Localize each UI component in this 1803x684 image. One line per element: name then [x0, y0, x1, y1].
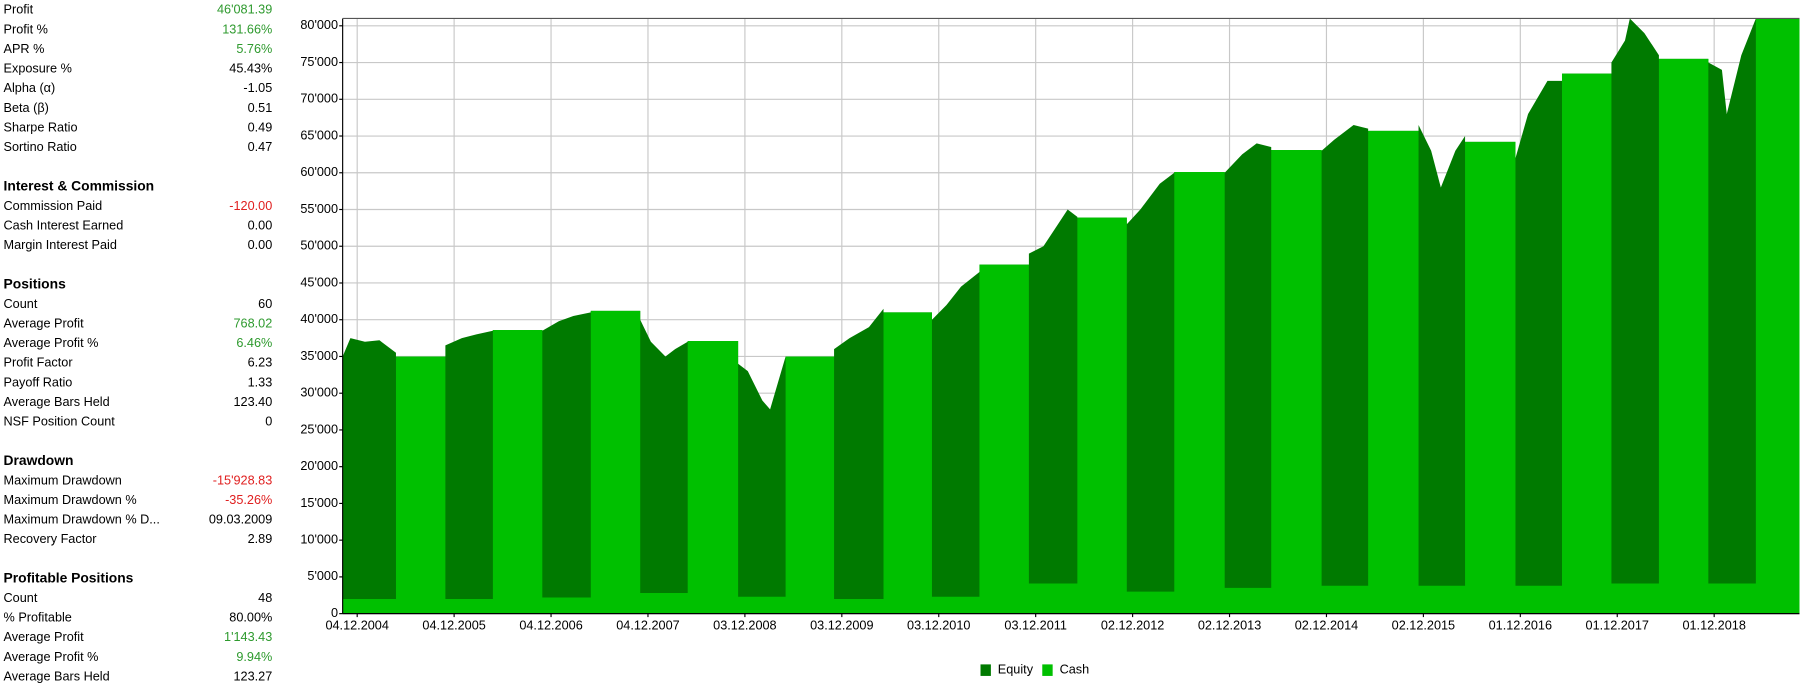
- metric-value: 6.23: [248, 356, 273, 370]
- y-tick-label: 55'000: [300, 202, 338, 216]
- metric-label: % Profitable: [4, 611, 72, 625]
- metric-value: 80.00%: [229, 611, 272, 625]
- y-tick-label: 30'000: [300, 386, 338, 400]
- legend-swatch: [1042, 664, 1053, 676]
- metric-value: 0.47: [248, 140, 273, 154]
- metric-label: Commission Paid: [4, 199, 103, 213]
- x-tick-label: 04.12.2006: [519, 619, 582, 633]
- metric-label: Count: [4, 297, 38, 311]
- metric-label: Maximum Drawdown %: [4, 493, 137, 507]
- metric-value: 5.76%: [236, 42, 272, 56]
- metric-label: Average Bars Held: [4, 669, 110, 683]
- metric-value: 9.94%: [236, 650, 272, 664]
- metric-label: Average Profit %: [4, 650, 99, 664]
- metric-value: 0: [265, 415, 272, 429]
- metric-label: Recovery Factor: [4, 532, 98, 546]
- metric-value: 45.43%: [229, 62, 272, 76]
- y-tick-label: 5'000: [307, 569, 338, 583]
- metric-label: APR %: [4, 42, 45, 56]
- metric-label: Margin Interest Paid: [4, 238, 117, 252]
- metric-value: 1.33: [248, 375, 273, 389]
- metric-value: -120.00: [229, 199, 272, 213]
- x-tick-label: 03.12.2009: [810, 619, 873, 633]
- x-tick-label: 03.12.2010: [907, 619, 970, 633]
- metric-label: Maximum Drawdown: [4, 473, 122, 487]
- legend-label: Equity: [998, 663, 1034, 677]
- metric-label: Payoff Ratio: [4, 375, 73, 389]
- y-tick-label: 15'000: [300, 496, 338, 510]
- y-tick-label: 75'000: [300, 55, 338, 69]
- legend-swatch: [980, 664, 991, 676]
- metric-label: Average Profit: [4, 630, 85, 644]
- metric-label: Count: [4, 591, 38, 605]
- metric-label: Average Profit: [4, 316, 85, 330]
- x-tick-label: 04.12.2004: [325, 619, 388, 633]
- section-title: Drawdown: [4, 452, 74, 468]
- x-tick-label: 04.12.2005: [422, 619, 485, 633]
- y-tick-label: 70'000: [300, 92, 338, 106]
- metric-label: Average Bars Held: [4, 395, 110, 409]
- section-title: Profitable Positions: [4, 570, 134, 586]
- legend-label: Cash: [1060, 663, 1090, 677]
- y-tick-label: 0: [331, 606, 338, 620]
- section-title: Interest & Commission: [4, 178, 155, 194]
- metric-value: 0.49: [248, 120, 273, 134]
- x-tick-label: 03.12.2011: [1004, 619, 1066, 633]
- x-tick-label: 01.12.2016: [1489, 619, 1552, 633]
- metric-value: 48: [258, 591, 272, 605]
- y-tick-label: 80'000: [300, 18, 338, 32]
- metric-label: Sharpe Ratio: [4, 120, 78, 134]
- metric-value: 768.02: [234, 316, 273, 330]
- y-tick-label: 40'000: [300, 312, 338, 326]
- y-tick-label: 35'000: [300, 349, 338, 363]
- y-tick-label: 60'000: [300, 165, 338, 179]
- metric-label: Profit %: [4, 22, 48, 36]
- metric-value: 0.51: [248, 101, 273, 115]
- metric-value: 0.00: [248, 218, 273, 232]
- x-tick-label: 02.12.2013: [1198, 619, 1261, 633]
- metric-value: 1'143.43: [224, 630, 272, 644]
- y-tick-label: 25'000: [300, 422, 338, 436]
- x-tick-label: 02.12.2015: [1392, 619, 1455, 633]
- metric-label: Alpha (α): [4, 81, 56, 95]
- metric-label: Maximum Drawdown % D...: [4, 513, 160, 527]
- metric-value: -15'928.83: [213, 473, 272, 487]
- metric-value: 131.66%: [222, 22, 272, 36]
- metric-value: 123.40: [234, 395, 273, 409]
- x-tick-label: 02.12.2012: [1101, 619, 1164, 633]
- area-1: [342, 18, 1800, 614]
- x-tick-label: 03.12.2008: [713, 619, 776, 633]
- metric-label: Sortino Ratio: [4, 140, 77, 154]
- metric-label: Average Profit %: [4, 336, 99, 350]
- y-tick-label: 45'000: [300, 275, 338, 289]
- x-tick-label: 04.12.2007: [616, 619, 679, 633]
- metric-label: Beta (β): [4, 101, 49, 115]
- metric-value: 123.27: [234, 669, 273, 683]
- metric-value: -35.26%: [225, 493, 272, 507]
- y-tick-label: 50'000: [300, 239, 338, 253]
- metric-label: Profit: [4, 3, 34, 17]
- section-title: Positions: [4, 276, 67, 292]
- x-tick-label: 01.12.2017: [1586, 619, 1649, 633]
- metric-value: 60: [258, 297, 272, 311]
- metric-value: 46'081.39: [217, 3, 272, 17]
- metric-value: -1.05: [243, 81, 272, 95]
- metric-value: 0.00: [248, 238, 273, 252]
- x-tick-label: 02.12.2014: [1295, 619, 1358, 633]
- metric-label: Exposure %: [4, 62, 72, 76]
- y-tick-label: 10'000: [300, 533, 338, 547]
- metric-value: 09.03.2009: [209, 513, 272, 527]
- y-tick-label: 65'000: [300, 128, 338, 142]
- metric-label: Profit Factor: [4, 356, 74, 370]
- metric-value: 2.89: [248, 532, 273, 546]
- x-tick-label: 01.12.2018: [1682, 619, 1745, 633]
- metric-label: Cash Interest Earned: [4, 218, 124, 232]
- y-tick-label: 20'000: [300, 459, 338, 473]
- metric-label: NSF Position Count: [4, 415, 116, 429]
- metric-value: 6.46%: [236, 336, 272, 350]
